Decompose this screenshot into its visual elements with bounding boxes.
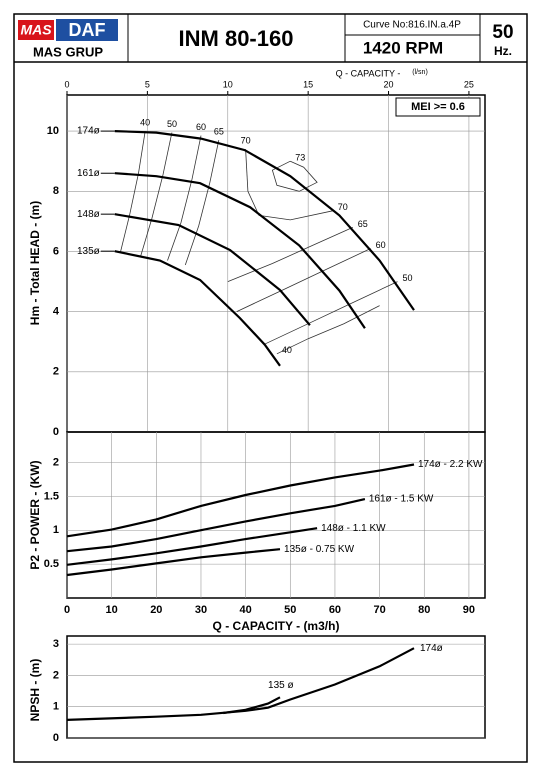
- efficiency-line: [184, 140, 220, 266]
- series-line: [66, 548, 281, 577]
- efficiency-line: [120, 131, 146, 252]
- series-line: [223, 696, 281, 715]
- series-label: 161ø: [77, 168, 100, 179]
- efficiency-label: 50: [167, 119, 177, 129]
- y-tick-label: 6: [53, 245, 59, 257]
- x-tick-label: 10: [106, 604, 118, 616]
- series-line: [114, 172, 366, 329]
- x2-tick-label: 5: [145, 79, 150, 89]
- x-tick-label: 50: [284, 604, 296, 616]
- efficiency-label: 73: [295, 153, 305, 163]
- y-tick-label: 1: [53, 701, 59, 713]
- efficiency-line: [227, 227, 353, 282]
- efficiency-label: 70: [241, 136, 251, 146]
- x-tick-label: 30: [195, 604, 207, 616]
- annotation: MEI >= 0.6: [411, 101, 465, 113]
- x2-tick-label: 20: [384, 79, 394, 89]
- series-label: 174ø: [77, 126, 100, 137]
- efficiency-line: [245, 149, 249, 192]
- frequency: 50: [492, 22, 513, 43]
- efficiency-line: [263, 281, 398, 346]
- y-axis-title: P2 - POWER - (KW): [28, 460, 42, 569]
- y-axis-title: NPSH - (m): [28, 659, 42, 722]
- y-tick-label: 8: [53, 185, 59, 197]
- y-tick-label: 0.5: [44, 558, 59, 570]
- logo-mas-box: [18, 20, 54, 40]
- efficiency-line: [276, 305, 380, 355]
- series-line: [66, 647, 415, 721]
- efficiency-line: [236, 248, 371, 312]
- y-tick-label: 2: [53, 366, 59, 378]
- series-line: [66, 498, 366, 553]
- x-tick-label: 20: [150, 604, 162, 616]
- plot-frame: [66, 94, 486, 433]
- x2-axis-unit: (l/sn): [412, 69, 428, 76]
- efficiency-label: 70: [338, 202, 348, 212]
- efficiency-label: 40: [282, 345, 292, 355]
- model: INM 80-160: [179, 26, 294, 51]
- x-tick-label: 80: [418, 604, 430, 616]
- logo-daf-box: [56, 19, 118, 41]
- efficiency-line: [167, 135, 202, 261]
- efficiency-label: 60: [196, 122, 206, 132]
- series-label: 148ø: [77, 209, 100, 220]
- x-tick-label: 70: [373, 604, 385, 616]
- series-label: 135ø: [77, 246, 100, 257]
- efficiency-line: [247, 191, 333, 221]
- logo-daf: DAF: [69, 20, 106, 40]
- series-label: 148ø - 1.1 KW: [321, 523, 386, 534]
- efficiency-line: [140, 132, 173, 257]
- y-tick-label: 2: [53, 669, 59, 681]
- annotation-box: [395, 97, 481, 117]
- series-label: 174ø - 2.2 KW: [418, 459, 483, 470]
- y-tick-label: 2: [53, 456, 59, 468]
- logo-mas: MAS: [20, 22, 52, 38]
- x2-tick-label: 10: [223, 79, 233, 89]
- x-tick-label: 90: [463, 604, 475, 616]
- frequency-unit: Hz.: [494, 44, 512, 58]
- x2-axis-title: Q - CAPACITY -: [336, 68, 401, 78]
- x2-tick-label: 0: [64, 79, 69, 89]
- y-axis-title: Hm - Total HEAD - (m): [28, 201, 42, 325]
- efficiency-label: 40: [140, 117, 150, 127]
- series-line: [66, 463, 415, 538]
- series-line: [114, 130, 415, 311]
- series-label: 174ø: [420, 643, 443, 654]
- speed: 1420 RPM: [363, 38, 443, 57]
- company: MAS GRUP: [33, 44, 103, 59]
- efficiency-label: 65: [214, 127, 224, 137]
- series-line: [114, 213, 311, 326]
- x2-tick-label: 15: [303, 79, 313, 89]
- efficiency-label: 50: [402, 273, 412, 283]
- y-tick-label: 1: [53, 524, 59, 536]
- y-tick-label: 3: [53, 638, 59, 650]
- x-axis-title: Q - CAPACITY - (m3/h): [213, 619, 340, 633]
- x2-tick-label: 25: [464, 79, 474, 89]
- series-label: 135ø - 0.75 KW: [284, 544, 355, 555]
- efficiency-label: 60: [376, 240, 386, 250]
- sheet-border: [13, 13, 528, 763]
- curve-no: Curve No:816.IN.a.4P: [363, 20, 461, 31]
- y-tick-label: 4: [53, 306, 60, 318]
- y-tick-label: 0: [53, 426, 59, 438]
- series-label: 135 ø: [268, 680, 294, 691]
- x-tick-label: 40: [240, 604, 252, 616]
- x-tick-label: 0: [64, 604, 70, 616]
- y-tick-label: 0: [53, 732, 59, 744]
- series-line: [66, 527, 318, 566]
- efficiency-line: [271, 160, 318, 192]
- efficiency-label: 65: [358, 219, 368, 229]
- y-tick-label: 1.5: [44, 490, 59, 502]
- y-tick-label: 10: [47, 125, 59, 137]
- x-tick-label: 60: [329, 604, 341, 616]
- series-line: [114, 250, 281, 367]
- series-label: 161ø - 1.5 KW: [369, 494, 434, 505]
